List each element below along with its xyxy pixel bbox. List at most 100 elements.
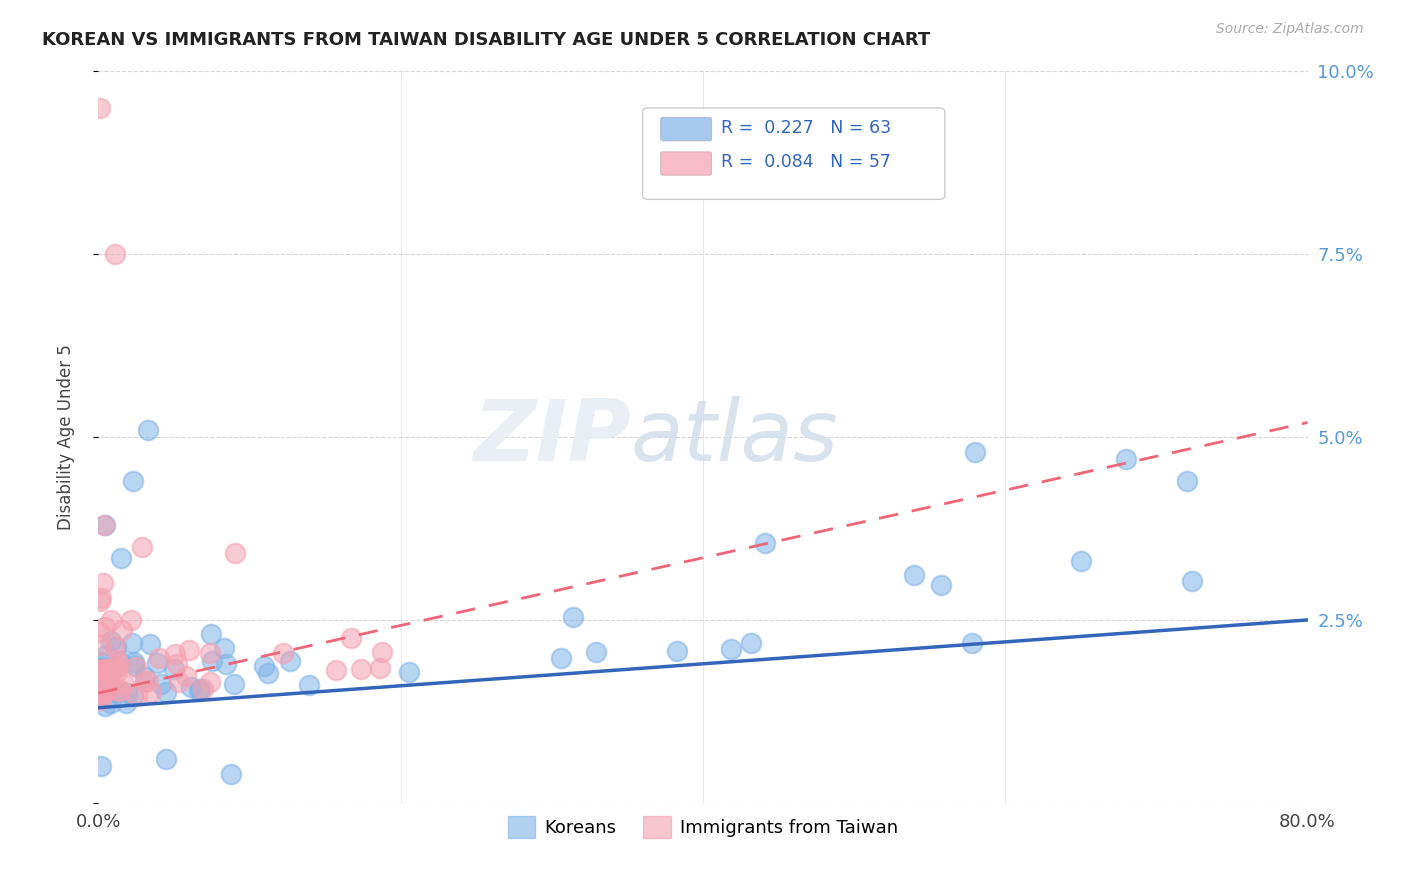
Point (139, 637, 162, 651)
Point (115, 686, 138, 700)
Point (93, 576, 115, 591)
Point (101, 663, 124, 677)
Point (94, 620, 117, 634)
Point (163, 662, 186, 676)
Point (398, 665, 420, 680)
Point (94, 517, 117, 532)
Point (222, 677, 245, 691)
Point (93, 685, 115, 699)
Point (104, 684, 127, 698)
FancyBboxPatch shape (661, 118, 711, 141)
Point (550, 651, 572, 665)
Text: R =  0.227   N = 63: R = 0.227 N = 63 (721, 119, 891, 136)
FancyBboxPatch shape (643, 108, 945, 200)
Point (1115, 452, 1137, 467)
Point (325, 663, 347, 677)
Point (93, 517, 115, 532)
Point (127, 690, 149, 704)
Point (122, 474, 145, 488)
Point (122, 689, 145, 703)
Point (280, 654, 302, 668)
Point (150, 677, 173, 691)
Point (107, 657, 129, 672)
Point (93, 665, 115, 680)
Point (754, 536, 776, 550)
Point (720, 642, 742, 657)
Point (1181, 574, 1204, 589)
Point (562, 610, 585, 624)
Point (131, 540, 153, 554)
Point (96, 666, 118, 681)
Point (298, 678, 321, 692)
Point (1175, 474, 1198, 488)
Point (90, 638, 112, 652)
Point (90, 591, 112, 605)
Point (903, 568, 925, 582)
Point (96, 682, 118, 697)
Point (165, 648, 187, 662)
Text: KOREAN VS IMMIGRANTS FROM TAIWAN DISABILITY AGE UNDER 5 CORRELATION CHART: KOREAN VS IMMIGRANTS FROM TAIWAN DISABIL… (42, 31, 931, 49)
Point (100, 697, 122, 711)
Point (94, 661, 117, 675)
Point (139, 685, 162, 699)
Point (90, 690, 112, 705)
Point (368, 661, 391, 675)
Point (224, 546, 246, 560)
Text: R =  0.084   N = 57: R = 0.084 N = 57 (721, 153, 891, 171)
Point (120, 613, 142, 627)
Point (90, 675, 112, 690)
Point (145, 656, 167, 670)
Point (111, 623, 134, 637)
Point (90, 677, 112, 691)
Point (257, 666, 280, 681)
Point (166, 657, 188, 672)
Point (94, 662, 117, 676)
Point (114, 696, 136, 710)
Point (191, 681, 214, 696)
Point (212, 640, 235, 655)
Point (101, 663, 124, 677)
Text: atlas: atlas (630, 395, 838, 479)
Point (91, 663, 114, 677)
Point (962, 636, 984, 650)
Point (174, 668, 197, 682)
Point (1070, 554, 1092, 568)
Point (89, 690, 111, 705)
Point (125, 660, 148, 674)
Point (200, 627, 222, 641)
Point (100, 634, 122, 648)
Point (155, 684, 177, 698)
Point (134, 670, 156, 684)
Point (108, 682, 131, 697)
Point (188, 684, 211, 698)
Point (201, 654, 224, 668)
Point (90, 655, 112, 669)
Point (90, 661, 112, 675)
Point (215, 657, 238, 671)
Point (665, 643, 688, 657)
Point (89, 625, 111, 640)
Point (155, 752, 177, 766)
Point (104, 247, 127, 261)
Point (89, 693, 111, 707)
Point (104, 640, 127, 654)
Point (121, 636, 143, 650)
Point (89, 101, 111, 115)
Point (108, 684, 131, 698)
Point (340, 631, 363, 645)
Point (180, 681, 202, 695)
Point (100, 613, 122, 627)
Legend: Koreans, Immigrants from Taiwan: Koreans, Immigrants from Taiwan (501, 808, 905, 845)
Text: ZIP: ZIP (472, 395, 630, 479)
Point (136, 423, 159, 437)
Point (96, 684, 118, 698)
Point (90, 759, 112, 773)
Point (219, 766, 242, 780)
Point (93, 663, 115, 677)
Y-axis label: Disability Age Under 5: Disability Age Under 5 (56, 344, 75, 530)
Point (740, 636, 762, 650)
Point (112, 677, 135, 691)
Point (105, 660, 128, 674)
Point (965, 444, 987, 458)
Point (89, 594, 111, 608)
